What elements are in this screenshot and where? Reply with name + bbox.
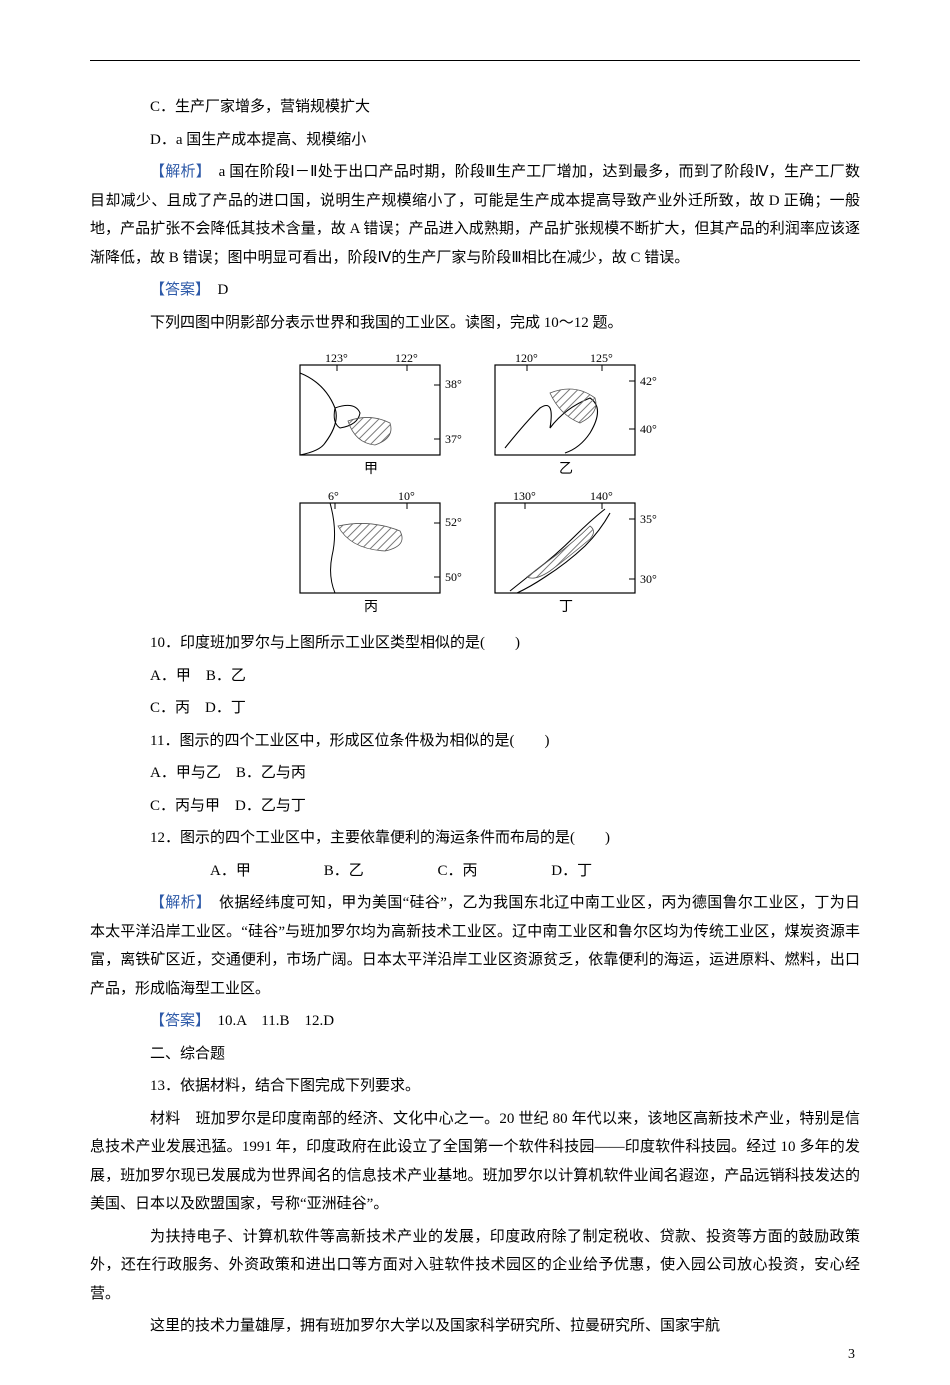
analysis-label: 【解析】 <box>150 895 204 911</box>
map-panel-bing: 6° 10° 52° 50° 丙 <box>300 489 462 615</box>
tick-label: 38° <box>445 377 462 391</box>
answer-label: 【答案】 <box>150 1013 203 1029</box>
leadin-text: 下列四图中阴影部分表示世界和我国的工业区。读图，完成 10～12 题。 <box>90 309 860 338</box>
q13-head: 13．依据材料，结合下图完成下列要求。 <box>90 1072 860 1101</box>
q12-d: D．丁 <box>491 857 592 886</box>
tick-label: 37° <box>445 432 462 446</box>
analysis-label: 【解析】 <box>150 164 203 180</box>
q11-opts-line1: A．甲与乙 B．乙与丙 <box>90 759 860 788</box>
panel-label: 甲 <box>364 462 378 477</box>
tick-label: 130° <box>513 489 536 503</box>
tick-label: 35° <box>640 512 657 526</box>
q12-b: B．乙 <box>264 857 374 886</box>
section-heading: 二、综合题 <box>90 1040 860 1069</box>
tick-label: 42° <box>640 374 657 388</box>
q10-stem: 10．印度班加罗尔与上图所示工业区类型相似的是( ) <box>90 629 860 658</box>
prev-answer: 【答案】 D <box>90 276 860 305</box>
analysis-text: a 国在阶段Ⅰ－Ⅱ处于出口产品时期，阶段Ⅲ生产工厂增加，达到最多，而到了阶段Ⅳ，… <box>90 164 860 266</box>
q12-opts: A．甲 B．乙 C．丙 D．丁 <box>90 857 860 886</box>
answer-text: 10.A 11.B 12.D <box>203 1013 335 1029</box>
material-p2: 为扶持电子、计算机软件等高新技术产业的发展，印度政府除了制定税收、贷款、投资等方… <box>90 1223 860 1309</box>
q10-opts-line1: A．甲 B．乙 <box>90 662 860 691</box>
tick-label: 50° <box>445 570 462 584</box>
tick-label: 10° <box>398 489 415 503</box>
q12-stem: 12．图示的四个工业区中，主要依靠便利的海运条件而布局的是( ) <box>90 824 860 853</box>
page-number: 3 <box>848 1347 855 1363</box>
q11-stem: 11．图示的四个工业区中，形成区位条件极为相似的是( ) <box>90 727 860 756</box>
material-p1: 材料 班加罗尔是印度南部的经济、文化中心之一。20 世纪 80 年代以来，该地区… <box>90 1105 860 1219</box>
answer-label: 【答案】 <box>150 282 203 298</box>
panel-label: 乙 <box>559 461 573 477</box>
header-rule <box>90 60 860 61</box>
tick-label: 122° <box>395 351 418 365</box>
panel-label: 丁 <box>559 600 573 615</box>
panel-label: 丙 <box>364 600 378 615</box>
q12-a: A．甲 <box>150 857 260 886</box>
maps-figure: 123° 122° 38° 37° 甲 120° 125° 42° 40° <box>280 343 670 623</box>
tick-label: 123° <box>325 351 348 365</box>
material-label: 材料 <box>150 1111 180 1127</box>
q11-opts-line2: C．丙与甲 D．乙与丁 <box>90 792 860 821</box>
map-panel-ding: 130° 140° 35° 30° 丁 <box>495 489 657 615</box>
material-p1-text: 班加罗尔是印度南部的经济、文化中心之一。20 世纪 80 年代以来，该地区高新技… <box>90 1111 860 1213</box>
tick-label: 6° <box>328 489 339 503</box>
tick-label: 30° <box>640 572 657 586</box>
option-d: D．a 国生产成本提高、规模缩小 <box>90 126 860 155</box>
tick-label: 40° <box>640 422 657 436</box>
group-answer: 【答案】 10.A 11.B 12.D <box>90 1007 860 1036</box>
answer-text: D <box>203 282 229 298</box>
map-panel-yi: 120° 125° 42° 40° 乙 <box>495 351 657 477</box>
group-analysis: 【解析】 依据经纬度可知，甲为美国“硅谷”，乙为我国东北辽中南工业区，丙为德国鲁… <box>90 889 860 1003</box>
tick-label: 125° <box>590 351 613 365</box>
tick-label: 52° <box>445 515 462 529</box>
tick-label: 140° <box>590 489 613 503</box>
material-p3: 这里的技术力量雄厚，拥有班加罗尔大学以及国家科学研究所、拉曼研究所、国家宇航 <box>90 1312 860 1341</box>
q10-opts-line2: C．丙 D．丁 <box>90 694 860 723</box>
analysis-text: 依据经纬度可知，甲为美国“硅谷”，乙为我国东北辽中南工业区，丙为德国鲁尔工业区，… <box>90 895 860 997</box>
map-panel-jia: 123° 122° 38° 37° 甲 <box>300 351 462 477</box>
prev-analysis: 【解析】 a 国在阶段Ⅰ－Ⅱ处于出口产品时期，阶段Ⅲ生产工厂增加，达到最多，而到… <box>90 158 860 272</box>
tick-label: 120° <box>515 351 538 365</box>
option-c: C．生产厂家增多，营销规模扩大 <box>90 93 860 122</box>
q12-c: C．丙 <box>378 857 488 886</box>
